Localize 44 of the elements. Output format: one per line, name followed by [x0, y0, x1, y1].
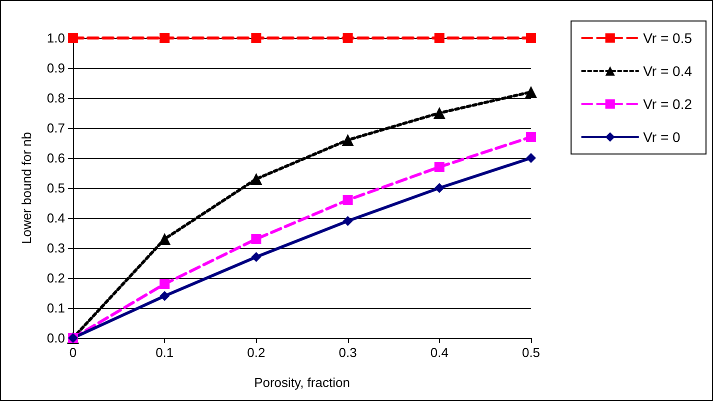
x-tick-label: 0.4: [430, 345, 448, 360]
point: [251, 252, 262, 262]
point: [434, 33, 444, 43]
y-tick-label: 0.2: [46, 270, 65, 286]
point: [160, 33, 170, 43]
point: [342, 216, 353, 226]
point: [158, 233, 171, 245]
y-axis-title: Lower bound for nb: [19, 132, 34, 244]
point: [342, 33, 353, 43]
y-tick-label: 0.7: [46, 120, 65, 136]
point: [526, 132, 536, 142]
y-tick-label: 0.1: [46, 300, 65, 316]
point: [250, 173, 262, 185]
x-tick-label: 0.1: [156, 345, 174, 360]
point: [342, 195, 353, 205]
x-axis-title: Porosity, fraction: [254, 375, 350, 390]
point: [160, 279, 170, 289]
point: [68, 33, 78, 43]
point: [526, 153, 536, 163]
legend-label: Vr = 0.4: [643, 63, 692, 79]
legend-label: Vr = 0: [643, 129, 681, 145]
y-tick-label: 0.4: [46, 210, 65, 226]
y-tick-label: 0.8: [46, 90, 65, 106]
legend-label: Vr = 0.5: [643, 30, 692, 46]
y-tick-label: 0.5: [46, 180, 65, 196]
legend-label: Vr = 0.2: [643, 96, 692, 112]
x-tick-label: 0.5: [522, 345, 540, 360]
point: [342, 134, 354, 146]
point: [251, 234, 262, 244]
x-tick-label: 0.2: [247, 345, 266, 360]
y-tick-label: 0.3: [46, 240, 65, 256]
point: [525, 86, 537, 98]
y-tick-label: 0.0: [46, 330, 65, 346]
point: [526, 33, 536, 43]
point: [433, 107, 446, 119]
point: [160, 291, 170, 301]
y-tick-label: 0.6: [46, 150, 65, 166]
x-tick-label: 0.3: [338, 345, 357, 360]
y-tick-label: 1.0: [46, 30, 65, 46]
point: [251, 33, 262, 43]
point: [434, 162, 444, 172]
y-tick-label: 0.9: [46, 60, 65, 76]
point: [434, 183, 444, 193]
x-tick-label: 0: [69, 345, 77, 360]
